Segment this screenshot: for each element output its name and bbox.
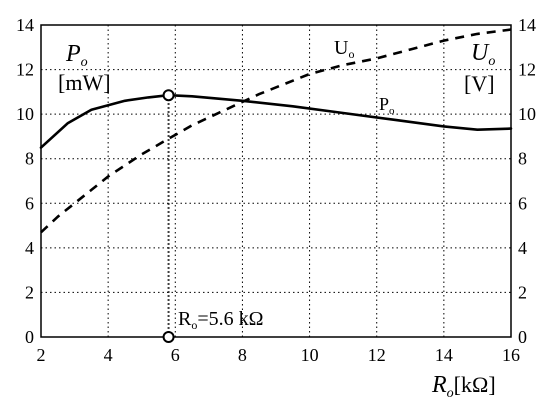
x-tick-label-4: 10 [301, 345, 319, 365]
x-tick-label-1: 4 [104, 345, 113, 365]
y-left-tick-label-4: 8 [25, 149, 34, 169]
x-tick-label-3: 8 [238, 345, 247, 365]
annotation-axis-marker [162, 331, 175, 343]
series-line-po [39, 93, 513, 149]
series-label-po: Po [379, 94, 395, 117]
plot-frame [40, 24, 512, 338]
x-tick-label-6: 14 [435, 345, 453, 365]
y-right-tick-label-0: 0 [518, 327, 527, 347]
y-left-unit: [mW] [58, 70, 111, 95]
series [39, 28, 513, 234]
y-left-tick-label-7: 14 [16, 15, 34, 35]
series-line-uo [40, 28, 512, 234]
y-left-tick-label-3: 6 [25, 193, 34, 213]
x-axis-label: Ro[kΩ] [431, 372, 496, 401]
y-right-tick-label-7: 14 [518, 15, 536, 35]
annotation-point-marker [162, 89, 175, 102]
y-right-tick-label-5: 10 [518, 104, 536, 124]
y-left-label: Po [65, 41, 88, 70]
y-left-tick-label-2: 4 [25, 238, 34, 258]
y-left-tick-label-0: 0 [25, 327, 34, 347]
y-right-tick-label-3: 6 [518, 193, 527, 213]
y-right-unit: [V] [464, 71, 495, 96]
y-right-tick-label-4: 8 [518, 149, 527, 169]
annotation [162, 89, 175, 343]
series-label-uo: Uo [334, 37, 354, 61]
y-left-tick-label-5: 10 [16, 104, 34, 124]
x-tick-label-2: 6 [171, 345, 180, 365]
y-left-tick-label-6: 12 [16, 60, 34, 80]
grid [41, 25, 511, 337]
x-tick-label-0: 2 [37, 345, 46, 365]
x-tick-label-7: 16 [502, 345, 520, 365]
y-right-tick-label-6: 12 [518, 60, 536, 80]
y-right-tick-label-2: 4 [518, 238, 527, 258]
annotation-label: Ro=5.6 kΩ [178, 308, 264, 332]
y-right-tick-label-1: 2 [518, 282, 527, 302]
y-left-tick-label-1: 2 [25, 282, 34, 302]
y-right-label: Uo [471, 40, 495, 69]
x-tick-label-5: 12 [368, 345, 386, 365]
